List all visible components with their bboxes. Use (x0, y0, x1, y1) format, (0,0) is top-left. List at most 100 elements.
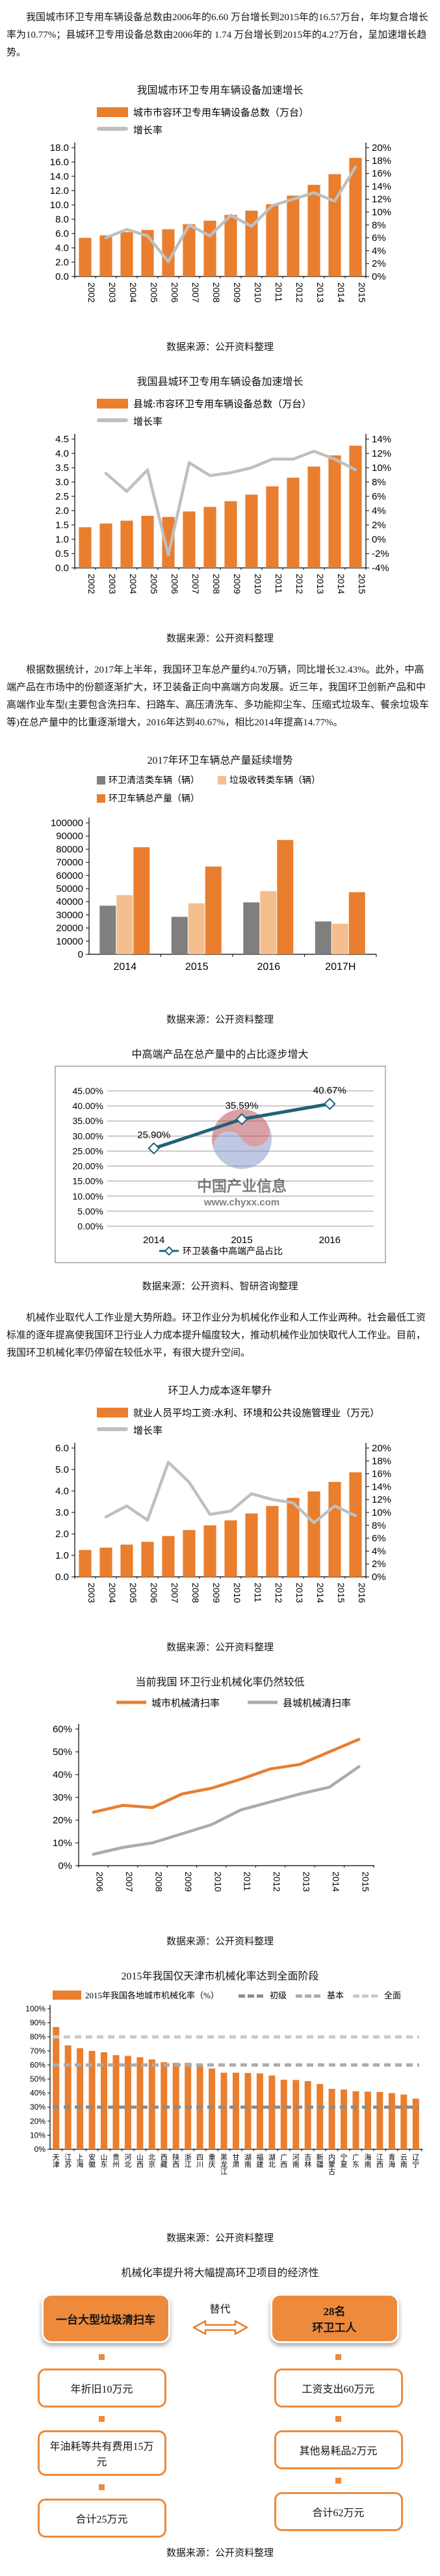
truck-depreciation-box: 年折旧10万元 (37, 2368, 166, 2408)
svg-text:12%: 12% (372, 448, 391, 459)
svg-text:2.0: 2.0 (55, 505, 69, 517)
svg-text:2012: 2012 (272, 1872, 282, 1892)
svg-text:上海: 上海 (76, 2153, 83, 2169)
svg-text:80%: 80% (29, 2032, 45, 2041)
svg-text:浙江: 浙江 (184, 2153, 191, 2169)
svg-text:60000: 60000 (56, 870, 83, 881)
svg-text:0.0: 0.0 (55, 271, 69, 282)
svg-text:14%: 14% (372, 1481, 391, 1492)
svg-text:6%: 6% (372, 233, 386, 244)
svg-text:6.0: 6.0 (55, 1443, 69, 1454)
svg-text:3.5: 3.5 (55, 463, 69, 474)
svg-text:10%: 10% (29, 2130, 45, 2140)
svg-text:2015: 2015 (231, 1235, 252, 1246)
grouped-bar-svg: 环卫清洁类车辆（辆） 垃圾收转类车辆（辆） 环卫车辆总产量（辆） 0 10000 2000… (50, 775, 376, 973)
svg-text:2%: 2% (372, 1559, 386, 1570)
chart-section-labor-cost: 环卫人力成本逐年攀升 就业人员平均工资:水利、环境和公共设施管理业（万元） 增长率… (0, 1382, 440, 1654)
svg-text:2003: 2003 (86, 1583, 97, 1603)
svg-text:1.0: 1.0 (55, 1550, 69, 1561)
svg-text:内蒙古: 内蒙古 (328, 2153, 335, 2176)
svg-text:0.0: 0.0 (55, 1572, 69, 1583)
svg-text:10%: 10% (372, 1507, 391, 1518)
svg-text:2004: 2004 (107, 1583, 118, 1603)
svg-text:4%: 4% (372, 245, 386, 256)
chart-canvas: 2015年我国各地城市机械化率（%） 初级 基本 全面 0% 10% 20% 30% 40% 50… (0, 1985, 440, 2223)
double-arrow-icon (192, 2320, 248, 2335)
chart-title: 2015年我国仅天津市机械化率达到全面阶段 (121, 1971, 319, 1982)
watermark: 中国产业信息 www.chyxx.com (197, 1109, 287, 1208)
svg-text:10%: 10% (372, 463, 391, 474)
svg-text:50000: 50000 (56, 883, 83, 894)
combo-chart-svg: 县城:市容环卫专用车辆设备总数（万台） 增长率 0.0 0.5 1.0 1.5 2.0 2.5… (55, 399, 391, 594)
svg-text:2016: 2016 (357, 1583, 367, 1603)
chart-title: 我国县城环卫专用车辆设备加速增长 (136, 377, 304, 388)
svg-text:8%: 8% (372, 220, 386, 231)
truck-cost-column: 年折旧10万元 年油耗等共有费用15万元 合计25万元 (36, 2346, 168, 2538)
chart-canvas: 城市市容环卫专用车辆设备总数（万台） 增长率 0.0 2.0 4.0 6.0 8.0 10.0… (0, 100, 440, 332)
truck-total-box: 合计25万元 (37, 2499, 166, 2538)
connector-dot (99, 2416, 105, 2422)
svg-text:0.0: 0.0 (55, 563, 69, 574)
svg-text:2006: 2006 (170, 574, 180, 594)
svg-text:安徽: 安徽 (88, 2153, 96, 2169)
svg-text:2013: 2013 (315, 282, 326, 302)
svg-text:宁夏: 宁夏 (340, 2153, 347, 2169)
svg-text:2002: 2002 (86, 574, 97, 594)
workers-box: 28名 环卫工人 (270, 2294, 399, 2343)
svg-text:90%: 90% (29, 2019, 45, 2028)
svg-text:环卫车辆总产量（辆）: 环卫车辆总产量（辆） (109, 793, 200, 804)
chart-section-total-output: 2017年环卫车辆总产量延续增势 环卫清洁类车辆（辆） 垃圾收转类车辆（辆） 环卫车… (0, 751, 440, 1026)
svg-text:0%: 0% (372, 1572, 386, 1583)
multi-line-svg: 城市机械清扫率 县城机械清扫率 0% 10% 20% 30% 40% 50% 60% 2006 20… (52, 1698, 374, 1892)
svg-text:2017H: 2017H (325, 961, 356, 973)
svg-text:2016: 2016 (257, 961, 280, 973)
svg-text:35.59%: 35.59% (225, 1101, 258, 1112)
svg-text:4%: 4% (372, 505, 386, 517)
svg-text:10%: 10% (372, 207, 391, 218)
svg-text:黑龙江: 黑龙江 (220, 2153, 227, 2176)
connector-dot (335, 2478, 341, 2484)
svg-text:重庆: 重庆 (208, 2153, 215, 2169)
svg-text:2008: 2008 (211, 574, 222, 594)
svg-text:2007: 2007 (190, 574, 201, 594)
svg-text:江苏: 江苏 (64, 2153, 71, 2169)
combo-chart-svg: 城市市容环卫专用车辆设备总数（万台） 增长率 0.0 2.0 4.0 6.0 8.0 10.0… (49, 107, 391, 302)
svg-text:2.5: 2.5 (55, 491, 69, 502)
svg-text:河南: 河南 (292, 2153, 299, 2169)
svg-text:16.0: 16.0 (49, 157, 68, 168)
svg-text:0%: 0% (372, 271, 386, 282)
truck-fuel-box: 年油耗等共有费用15万元 (37, 2430, 166, 2476)
data-source: 数据来源：公开资料整理 (166, 2233, 274, 2244)
svg-text:100%: 100% (25, 2004, 45, 2013)
svg-text:2015: 2015 (357, 282, 367, 302)
svg-text:0%: 0% (58, 1860, 72, 1872)
data-source: 数据来源：公开资料整理 (166, 1015, 274, 1025)
svg-text:2009: 2009 (211, 1583, 222, 1603)
svg-text:60%: 60% (52, 1724, 71, 1735)
svg-text:2014: 2014 (330, 1872, 341, 1892)
svg-text:海南: 海南 (364, 2153, 371, 2169)
svg-text:80000: 80000 (56, 844, 83, 855)
chart-section-city-vehicles: 我国城市环卫专用车辆设备加速增长 城市市容环卫专用车辆设备总数（万台） 增长率 0.… (0, 81, 440, 353)
svg-text:4.0: 4.0 (55, 1486, 69, 1497)
svg-text:2011: 2011 (242, 1872, 252, 1891)
svg-text:2005: 2005 (149, 282, 159, 302)
svg-text:8.0: 8.0 (55, 214, 69, 225)
svg-text:四川: 四川 (196, 2154, 203, 2169)
svg-text:北京: 北京 (148, 2153, 155, 2169)
svg-text:山东: 山东 (100, 2153, 107, 2169)
svg-text:1.5: 1.5 (55, 520, 69, 531)
svg-text:2003: 2003 (107, 282, 118, 302)
svg-text:2.0: 2.0 (55, 257, 69, 268)
svg-text:2015: 2015 (336, 1583, 346, 1603)
svg-text:35.00%: 35.00% (72, 1116, 103, 1126)
svg-text:2014: 2014 (336, 574, 346, 594)
svg-text:2008: 2008 (153, 1872, 164, 1892)
svg-text:www.chyxx.com: www.chyxx.com (203, 1197, 279, 1208)
intro-paragraph: 我国城市环卫专用车辆设备总数由2006年的6.60 万台增长到2015年的16.… (6, 12, 428, 58)
svg-text:2%: 2% (372, 258, 386, 269)
svg-text:2011: 2011 (274, 574, 284, 593)
svg-text:0: 0 (77, 949, 83, 960)
svg-text:16%: 16% (372, 1469, 391, 1480)
svg-text:50%: 50% (52, 1747, 71, 1758)
